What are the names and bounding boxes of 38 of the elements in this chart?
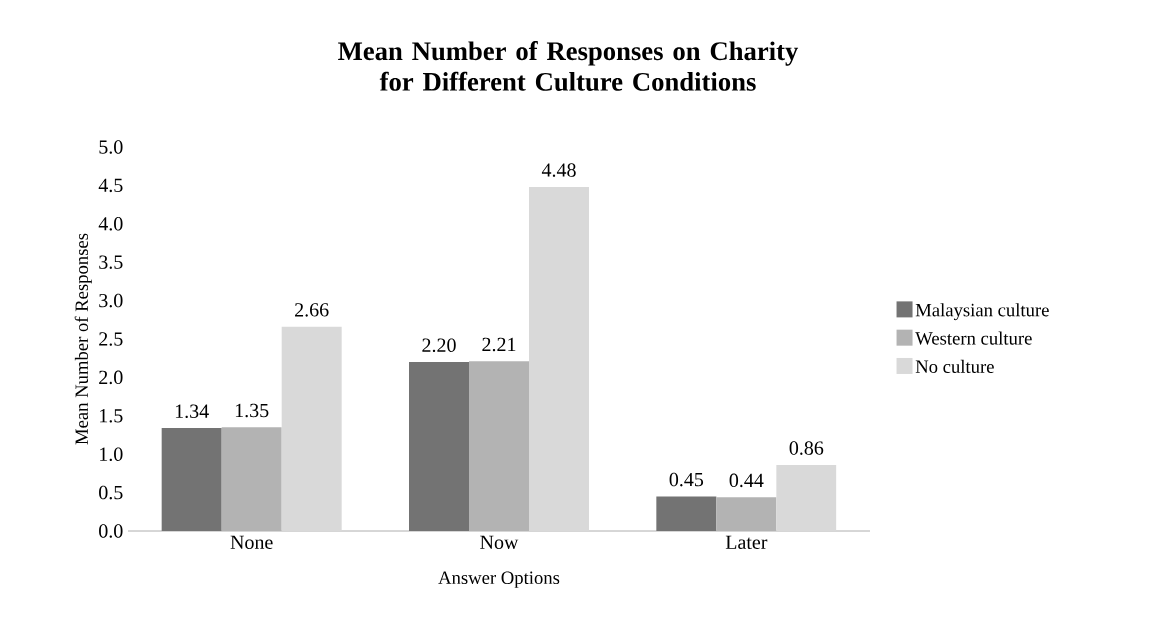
bar [529,186,590,531]
data-label: 4.48 [541,163,576,177]
y-tick-label: 0.5 [99,485,123,500]
bar [776,464,837,531]
bar [716,497,777,531]
bar [281,326,342,531]
legend-label: Western culture [915,331,1032,345]
data-label: 1.35 [235,403,269,418]
x-tick-label: Later [725,535,768,549]
data-label: 1.34 [175,404,209,419]
y-tick-label: 0.0 [99,524,123,538]
chart-title: Mean Number of Responses on Charity for Different Culture Conditions [338,41,799,91]
y-tick-label: 2.5 [99,332,123,346]
x-tick-label: Now [480,535,519,549]
bar [469,361,530,531]
y-tick-label: 5.0 [99,140,123,154]
y-axis-title: Mean Number of Responses [74,233,92,445]
y-tick-label: 3.0 [99,293,123,308]
y-tick-label: 2.0 [99,370,123,385]
legend-label: No culture [915,359,994,373]
legend-label: Malaysian culture [915,303,1049,321]
data-label: 0.86 [789,441,824,455]
data-label: 2.20 [422,338,456,353]
y-tick-label: 4.0 [98,217,123,231]
bar [161,428,222,531]
bar [409,362,470,531]
data-label: 2.66 [295,303,329,317]
data-label: 0.45 [669,472,704,487]
y-tick-label: 1.5 [100,409,123,423]
x-tick-label: None [230,535,273,549]
data-label: 0.44 [729,473,764,488]
y-tick-label: 1.0 [100,447,123,461]
bar [656,496,717,531]
x-axis-title: Answer Options [438,571,560,588]
y-tick-label: 4.5 [98,178,123,193]
bar [221,427,282,531]
data-label: 2.21 [482,337,516,352]
y-tick-label: 3.5 [99,255,123,269]
